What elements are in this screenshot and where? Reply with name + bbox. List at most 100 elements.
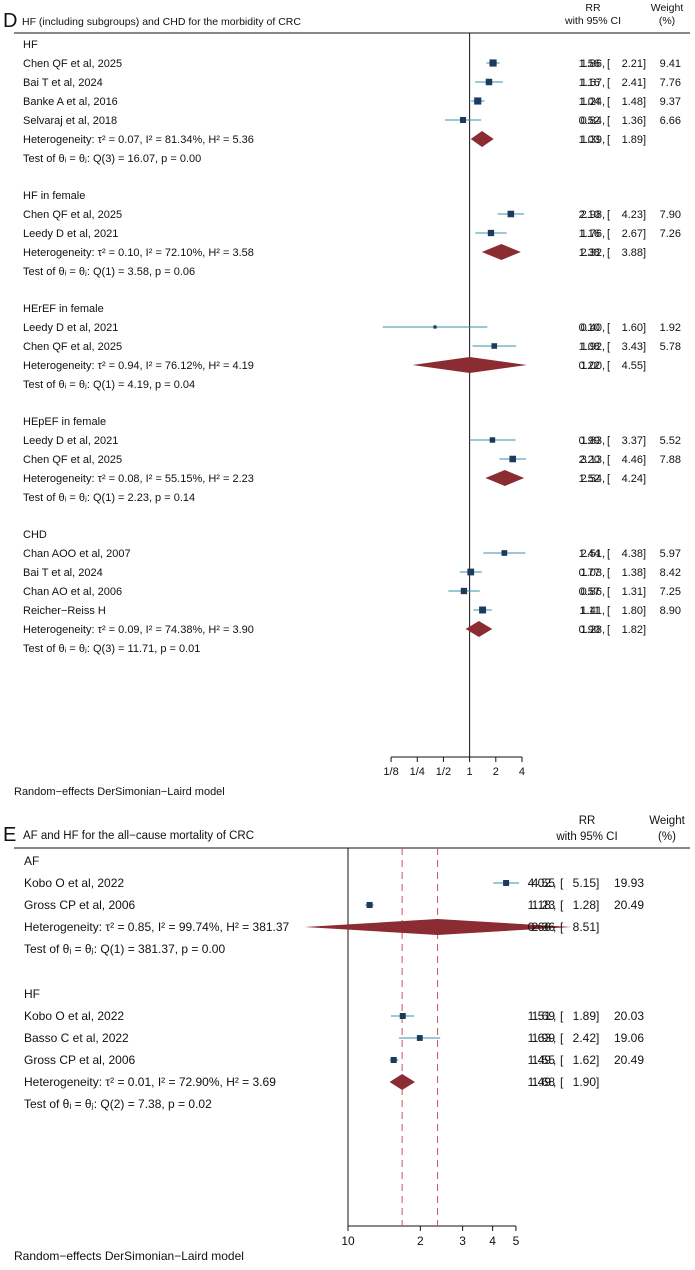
ci-upper: 1.80: [622, 605, 643, 617]
ci-comma: ,: [602, 454, 605, 466]
ci-lower: 1.56: [579, 58, 600, 70]
point-marker: [507, 210, 515, 218]
point-marker: [487, 229, 495, 237]
ci-bracket-close: ]: [643, 360, 646, 372]
ci-comma: ,: [602, 473, 605, 485]
study-label: Kobo O et al, 2022: [24, 1009, 124, 1023]
header-weight-unit: (%): [658, 831, 676, 843]
ci-upper: 1.89: [573, 1009, 597, 1023]
point-marker: [491, 343, 498, 349]
ci-comma: ,: [602, 586, 605, 598]
ci-bracket-close: ]: [643, 77, 646, 89]
pooled-rr-value: 2.32: [581, 247, 602, 259]
pooled-rr-value: 2.54: [581, 473, 602, 485]
x-tick-label: 2: [417, 1234, 424, 1248]
pooled-ci-upper: 4.24: [622, 473, 643, 485]
homogeneity-test: Test of θᵢ = θⱼ: Q(3) = 16.07, p = 0.00: [23, 153, 201, 165]
pooled-rr-value: 1.00: [581, 360, 602, 372]
weight-value: 7.25: [660, 586, 681, 598]
weight-value: 9.41: [660, 58, 681, 70]
point-marker: [489, 437, 496, 443]
ci-comma: ,: [602, 209, 605, 221]
heterogeneity-label: Heterogeneity: τ² = 0.01, I² = 72.90%, H…: [24, 1075, 276, 1089]
header-ci: with 95% CI: [564, 15, 621, 27]
pooled-diamond: [481, 244, 521, 260]
ci-comma: ,: [553, 898, 556, 912]
rr-value: 1.99: [532, 1031, 556, 1045]
ci-upper: 1.48: [622, 96, 643, 108]
ci-bracket-close: ]: [643, 435, 646, 447]
point-marker: [460, 116, 467, 124]
ci-upper: 1.28: [573, 898, 597, 912]
ci-bracket-close: ]: [643, 567, 646, 579]
ci-bracket-open: [: [607, 341, 610, 353]
model-footnote: Random−effects DerSimonian−Laird model: [14, 786, 225, 798]
x-tick-label: 1: [467, 766, 473, 778]
rr-value: 1.03: [581, 567, 602, 579]
pooled-ci-lower: 1.49: [528, 1075, 552, 1089]
point-marker: [509, 455, 516, 463]
study-label: Gross CP et al, 2006: [24, 1053, 135, 1067]
ci-comma: ,: [553, 1075, 556, 1089]
ci-lower: 1.11: [579, 605, 600, 617]
point-marker: [366, 901, 373, 909]
point-marker: [485, 78, 493, 86]
study-label: Leedy D et al, 2021: [23, 435, 118, 447]
x-tick-label: 4: [489, 1234, 496, 1248]
ci-lower: 4.02: [528, 876, 552, 890]
ci-upper: 4.23: [622, 209, 643, 221]
ci-bracket-close: ]: [643, 341, 646, 353]
heterogeneity-label: Heterogeneity: τ² = 0.07, I² = 81.34%, H…: [23, 134, 254, 146]
study-label: Chan AOO et al, 2007: [23, 548, 131, 560]
ci-bracket-open: [: [607, 322, 610, 334]
homogeneity-test: Test of θᵢ = θⱼ: Q(3) = 11.71, p = 0.01: [23, 643, 200, 655]
ci-lower: 1.08: [579, 341, 600, 353]
ci-upper: 1.38: [622, 567, 643, 579]
study-label: Reicher−Reiss H: [23, 605, 106, 617]
group-label: AF: [24, 854, 39, 868]
rr-value: 1.92: [581, 341, 602, 353]
ci-comma: ,: [602, 58, 605, 70]
rr-value: 1.86: [581, 58, 602, 70]
heterogeneity-label: Heterogeneity: τ² = 0.10, I² = 72.10%, H…: [23, 247, 254, 259]
pooled-ci-lower: 1.52: [579, 473, 600, 485]
rr-value: 2.51: [581, 548, 602, 560]
pooled-diamond: [470, 131, 494, 147]
pooled-diamond: [304, 919, 572, 935]
group-label: CHD: [23, 529, 47, 541]
ci-bracket-close: ]: [596, 898, 599, 912]
rr-value: 1.23: [532, 898, 556, 912]
pooled-ci-upper: 8.51: [573, 920, 597, 934]
ci-bracket-close: ]: [643, 209, 646, 221]
point-marker: [460, 587, 468, 595]
pooled-rr-value: 2.36: [532, 920, 556, 934]
ci-bracket-open: [: [560, 1009, 564, 1023]
ci-bracket-close: ]: [643, 586, 646, 598]
rr-value: 0.40: [581, 322, 602, 334]
rr-value: 2.98: [581, 209, 602, 221]
group-label: HErEF in female: [23, 303, 104, 315]
ci-comma: ,: [602, 228, 605, 240]
study-label: Bai T et al, 2024: [23, 77, 103, 89]
pooled-ci-upper: 3.88: [622, 247, 643, 259]
ci-lower: 1.16: [579, 77, 600, 89]
weight-value: 19.06: [614, 1031, 644, 1045]
weight-value: 7.76: [660, 77, 681, 89]
weight-value: 19.93: [614, 876, 644, 890]
homogeneity-test: Test of θᵢ = θⱼ: Q(1) = 3.58, p = 0.06: [23, 266, 195, 278]
ci-comma: ,: [602, 77, 605, 89]
homogeneity-test: Test of θᵢ = θⱼ: Q(1) = 2.23, p = 0.14: [23, 492, 195, 504]
rr-value: 4.55: [532, 876, 556, 890]
ci-upper: 3.37: [622, 435, 643, 447]
study-label: Chen QF et al, 2025: [23, 341, 122, 353]
weight-value: 9.37: [660, 96, 681, 108]
group-label: HF: [23, 39, 38, 51]
ci-bracket-open: [: [607, 58, 610, 70]
weight-value: 8.90: [660, 605, 681, 617]
weight-value: 5.97: [660, 548, 681, 560]
point-marker: [489, 59, 497, 67]
study-label: Kobo O et al, 2022: [24, 876, 124, 890]
ci-comma: ,: [602, 341, 605, 353]
panel-title: HF (including subgroups) and CHD for the…: [22, 16, 301, 28]
